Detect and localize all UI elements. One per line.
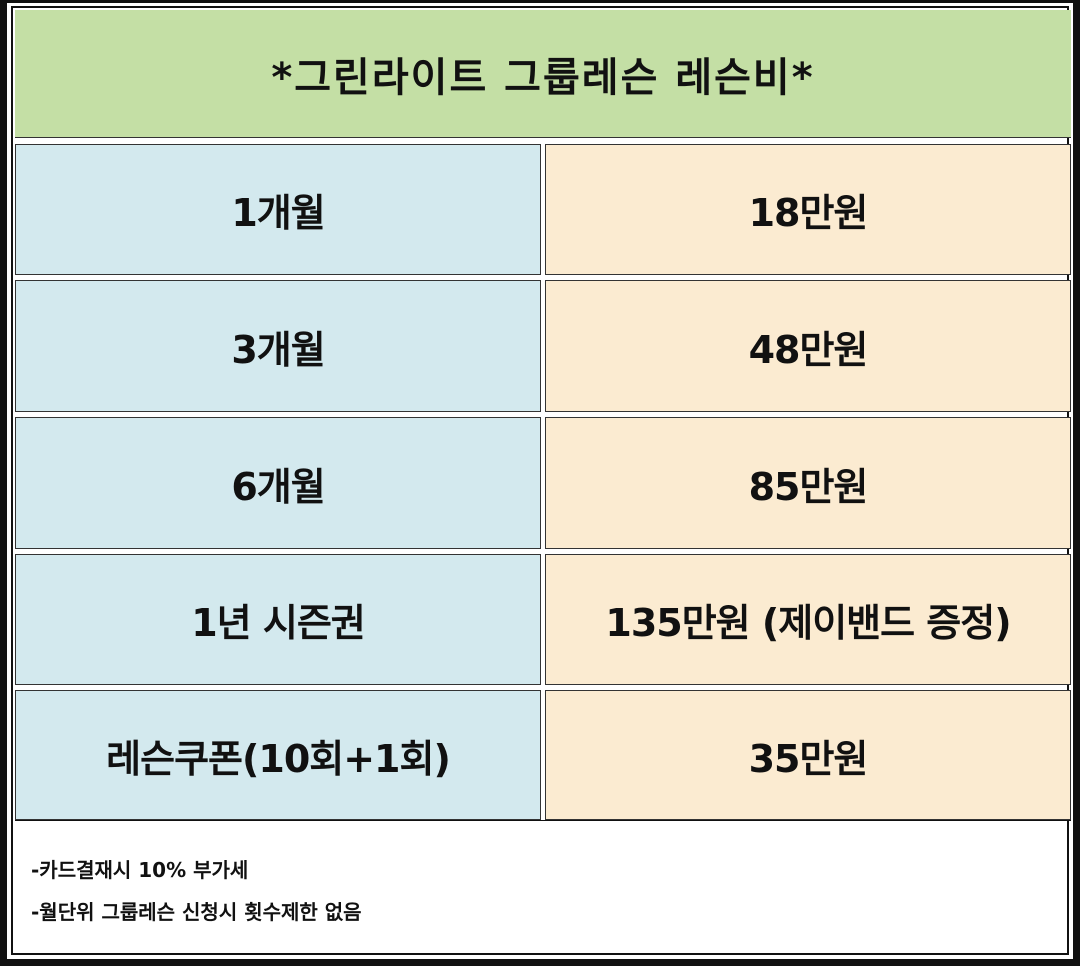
notes: -카드결재시 10% 부가세 -월단위 그룹레슨 신청시 횟수제한 없음: [15, 820, 1071, 954]
note-card-vat: -카드결재시 10% 부가세: [31, 858, 249, 882]
price-table: *그린라이트 그룹레슨 레슨비* 1개월 18만원 3개월 48만원 6개월 8…: [11, 6, 1071, 955]
period-cell: 1년 시즌권: [15, 554, 541, 685]
price-cell: 35만원: [545, 690, 1071, 820]
period-cell: 3개월: [15, 280, 541, 412]
price-cell: 48만원: [545, 280, 1071, 412]
table-title: *그린라이트 그룹레슨 레슨비*: [15, 10, 1071, 138]
period-cell: 1개월: [15, 144, 541, 275]
price-cell: 135만원 (제이밴드 증정): [545, 554, 1071, 685]
note-unlimited: -월단위 그룹레슨 신청시 횟수제한 없음: [31, 900, 362, 924]
period-cell: 6개월: [15, 417, 541, 549]
price-cell: 85만원: [545, 417, 1071, 549]
price-cell: 18만원: [545, 144, 1071, 275]
period-cell: 레슨쿠폰(10회+1회): [15, 690, 541, 820]
